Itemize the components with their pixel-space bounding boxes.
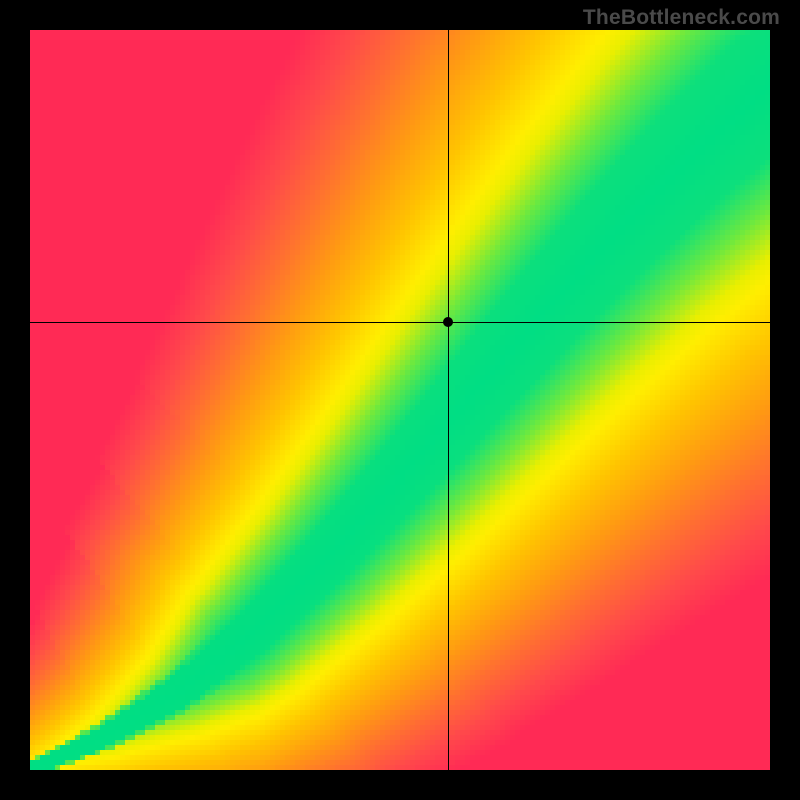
watermark-text: TheBottleneck.com xyxy=(583,6,780,30)
crosshair-vertical xyxy=(448,30,449,770)
crosshair-horizontal xyxy=(30,322,770,323)
crosshair-marker xyxy=(443,317,453,327)
plot-area xyxy=(30,30,770,770)
bottleneck-heatmap xyxy=(30,30,770,770)
